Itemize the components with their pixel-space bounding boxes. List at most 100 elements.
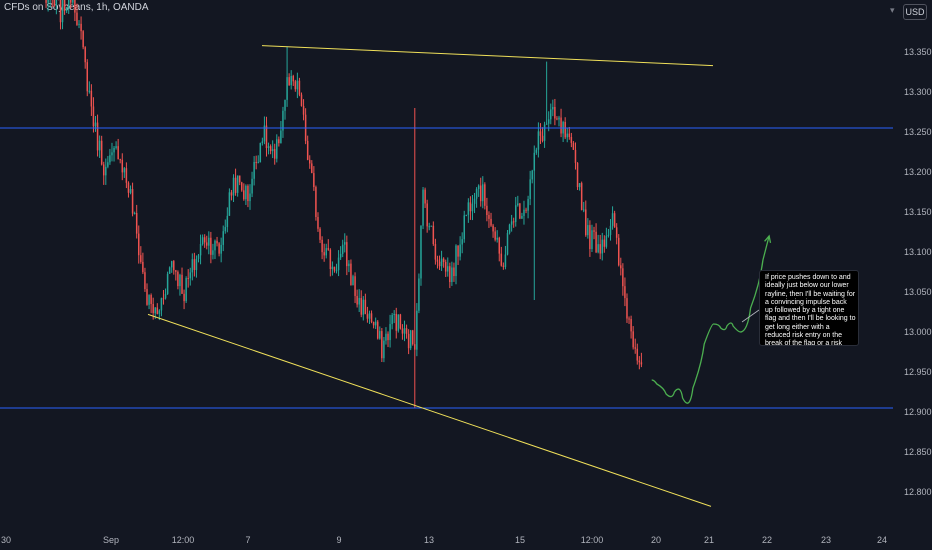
candle-body <box>587 225 589 236</box>
candle-body <box>609 225 612 235</box>
candle-body <box>620 265 622 269</box>
candle-body <box>222 231 224 245</box>
candle <box>102 161 105 185</box>
candle <box>595 223 597 254</box>
candle <box>129 185 132 195</box>
candle <box>414 108 416 408</box>
candle <box>383 336 385 363</box>
candle <box>477 184 480 197</box>
candle <box>133 211 136 215</box>
candle-body <box>321 239 323 253</box>
candle-body <box>383 340 385 359</box>
candle-body <box>257 162 259 164</box>
candle-body <box>210 237 212 255</box>
candle-body <box>525 209 527 211</box>
candle-body <box>98 140 101 151</box>
candle <box>582 201 585 213</box>
candle-body <box>170 261 173 268</box>
candle-body <box>535 149 538 153</box>
candle <box>475 187 478 208</box>
candle <box>554 98 556 126</box>
candle-body <box>183 293 185 302</box>
candle <box>539 123 542 145</box>
candle-body <box>498 237 501 254</box>
annotation-note[interactable]: If price pushes down to and ideally just… <box>759 270 859 346</box>
candle <box>61 0 64 30</box>
candle <box>521 212 523 219</box>
candle <box>543 121 546 148</box>
candle <box>615 223 618 245</box>
candle-body <box>558 117 560 120</box>
candle-body <box>319 228 321 240</box>
candle-body <box>564 121 566 138</box>
candle-body <box>218 243 220 254</box>
candle <box>496 230 498 243</box>
candle <box>479 177 482 207</box>
candle <box>434 238 437 265</box>
candle-body <box>148 295 150 305</box>
candle <box>376 320 379 340</box>
candle-body <box>142 261 144 273</box>
candle <box>455 244 457 285</box>
candle-body <box>354 276 356 296</box>
trendlines-group <box>147 45 714 507</box>
candle <box>566 127 568 143</box>
candle <box>527 195 529 219</box>
candle-body <box>47 0 49 3</box>
candle-body <box>278 139 280 144</box>
candle-body <box>290 76 292 86</box>
candle-body <box>140 255 142 262</box>
currency-badge[interactable]: USD <box>903 4 927 20</box>
candle-body <box>129 189 132 193</box>
candle <box>82 30 84 50</box>
candle-body <box>352 276 354 286</box>
candle <box>329 248 332 277</box>
candle-body <box>432 225 435 245</box>
candle <box>107 155 109 169</box>
candle-body <box>344 242 346 245</box>
candle-body <box>603 239 606 247</box>
candle <box>331 261 334 276</box>
candle-body <box>59 0 62 23</box>
y-tick-label: 13.350 <box>904 47 932 57</box>
candle <box>492 223 494 238</box>
candle-body <box>138 233 140 256</box>
candle-body <box>341 244 344 254</box>
candle-body <box>615 227 618 238</box>
candle <box>510 214 513 232</box>
candle <box>465 214 468 217</box>
candle <box>90 84 93 116</box>
candle <box>585 200 587 237</box>
candle-body <box>220 244 222 254</box>
candle <box>100 135 103 166</box>
projection-path <box>651 235 770 404</box>
candle-body <box>547 119 550 124</box>
candle-body <box>152 303 154 314</box>
candle-body <box>529 179 531 200</box>
candle <box>115 141 117 150</box>
candle-body <box>121 159 124 173</box>
candle-body <box>292 76 295 82</box>
candle-body <box>440 258 443 267</box>
candle <box>94 116 97 132</box>
candle-body <box>90 90 93 107</box>
candle-body <box>273 149 276 159</box>
candle-body <box>626 298 628 319</box>
candle <box>517 195 519 207</box>
candle <box>205 235 208 250</box>
candle-body <box>387 333 389 341</box>
chevron-down-icon[interactable]: ▾ <box>890 5 895 15</box>
candle-body <box>566 133 568 138</box>
candle <box>482 176 484 209</box>
candle-body <box>337 257 340 271</box>
candle-body <box>253 161 255 179</box>
candle-body <box>67 0 70 8</box>
y-tick-label: 13.150 <box>904 207 932 217</box>
candle-body <box>144 272 146 290</box>
candle <box>302 99 305 121</box>
candle <box>86 59 89 97</box>
x-tick-label: Sep <box>103 535 119 545</box>
candle-body <box>245 185 247 200</box>
candle-body <box>226 215 229 228</box>
